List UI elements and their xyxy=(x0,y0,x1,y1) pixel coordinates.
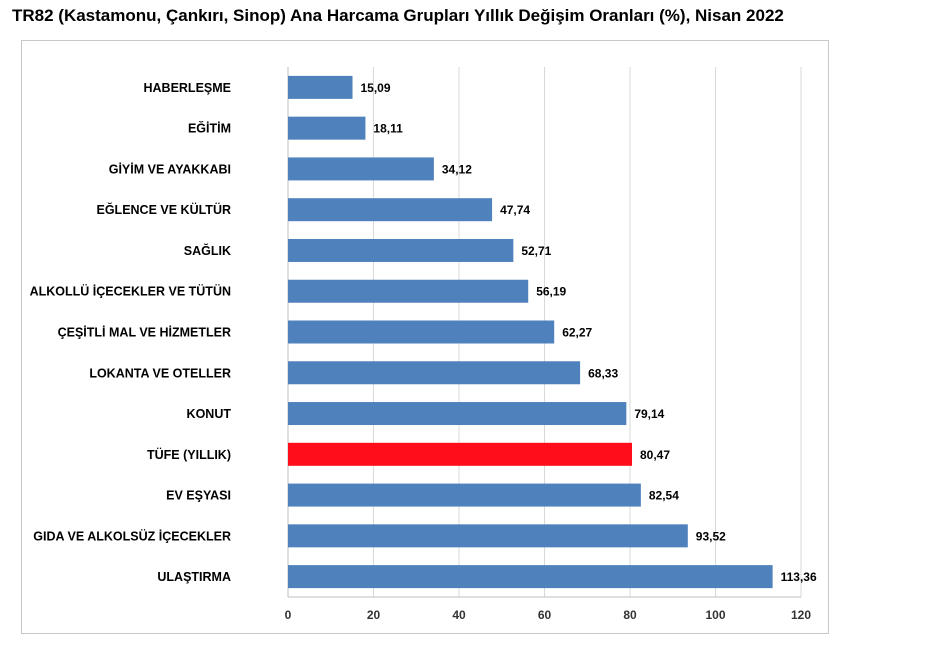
category-label: GİYİM VE AYAKKABI xyxy=(109,161,231,176)
data-label: 18,11 xyxy=(373,122,403,136)
bar xyxy=(288,238,514,262)
category-label: KONUT xyxy=(187,407,232,421)
data-label: 34,12 xyxy=(442,162,472,176)
x-tick-label: 60 xyxy=(538,608,552,622)
category-label: EV EŞYASI xyxy=(166,489,231,503)
bar xyxy=(288,483,641,507)
x-tick-label: 120 xyxy=(791,608,811,622)
bar xyxy=(288,361,581,385)
category-label: SAĞLIK xyxy=(184,243,231,258)
category-label: ALKOLLÜ İÇECEKLER VE TÜTÜN xyxy=(30,284,231,299)
bar xyxy=(288,402,627,426)
category-label: GIDA VE ALKOLSÜZ İÇECEKLER xyxy=(33,528,231,543)
bar xyxy=(288,198,493,222)
chart-title: TR82 (Kastamonu, Çankırı, Sinop) Ana Har… xyxy=(12,6,784,25)
bar xyxy=(288,565,773,589)
data-label: 15,09 xyxy=(361,81,391,95)
bar xyxy=(288,320,555,344)
category-label: ULAŞTIRMA xyxy=(157,570,231,584)
category-label: EĞİTİM xyxy=(188,121,231,136)
category-label: ÇEŞİTLİ MAL VE HİZMETLER xyxy=(58,325,231,340)
category-label: HABERLEŞME xyxy=(143,81,231,95)
data-label: 68,33 xyxy=(588,366,618,380)
data-label: 82,54 xyxy=(649,489,679,503)
data-label: 56,19 xyxy=(536,285,566,299)
x-tick-label: 0 xyxy=(285,608,292,622)
data-label: 47,74 xyxy=(500,203,530,217)
x-tick-label: 40 xyxy=(452,608,466,622)
data-label: 80,47 xyxy=(640,448,670,462)
data-label: 62,27 xyxy=(562,326,592,340)
data-label: 52,71 xyxy=(521,244,551,258)
x-tick-label: 100 xyxy=(705,608,725,622)
data-label: 79,14 xyxy=(634,407,664,421)
data-label: 93,52 xyxy=(696,529,726,543)
bar xyxy=(288,116,366,140)
x-tick-label: 20 xyxy=(367,608,381,622)
bar xyxy=(288,524,688,548)
bar xyxy=(288,442,633,466)
data-label: 113,36 xyxy=(781,570,817,584)
x-tick-label: 80 xyxy=(623,608,637,622)
bar xyxy=(288,75,353,99)
category-label: LOKANTA VE OTELLER xyxy=(89,366,231,380)
bar xyxy=(288,279,529,303)
category-label: TÜFE (YILLIK) xyxy=(147,447,231,462)
bar xyxy=(288,157,434,181)
category-label: EĞLENCE VE KÜLTÜR xyxy=(97,202,232,217)
